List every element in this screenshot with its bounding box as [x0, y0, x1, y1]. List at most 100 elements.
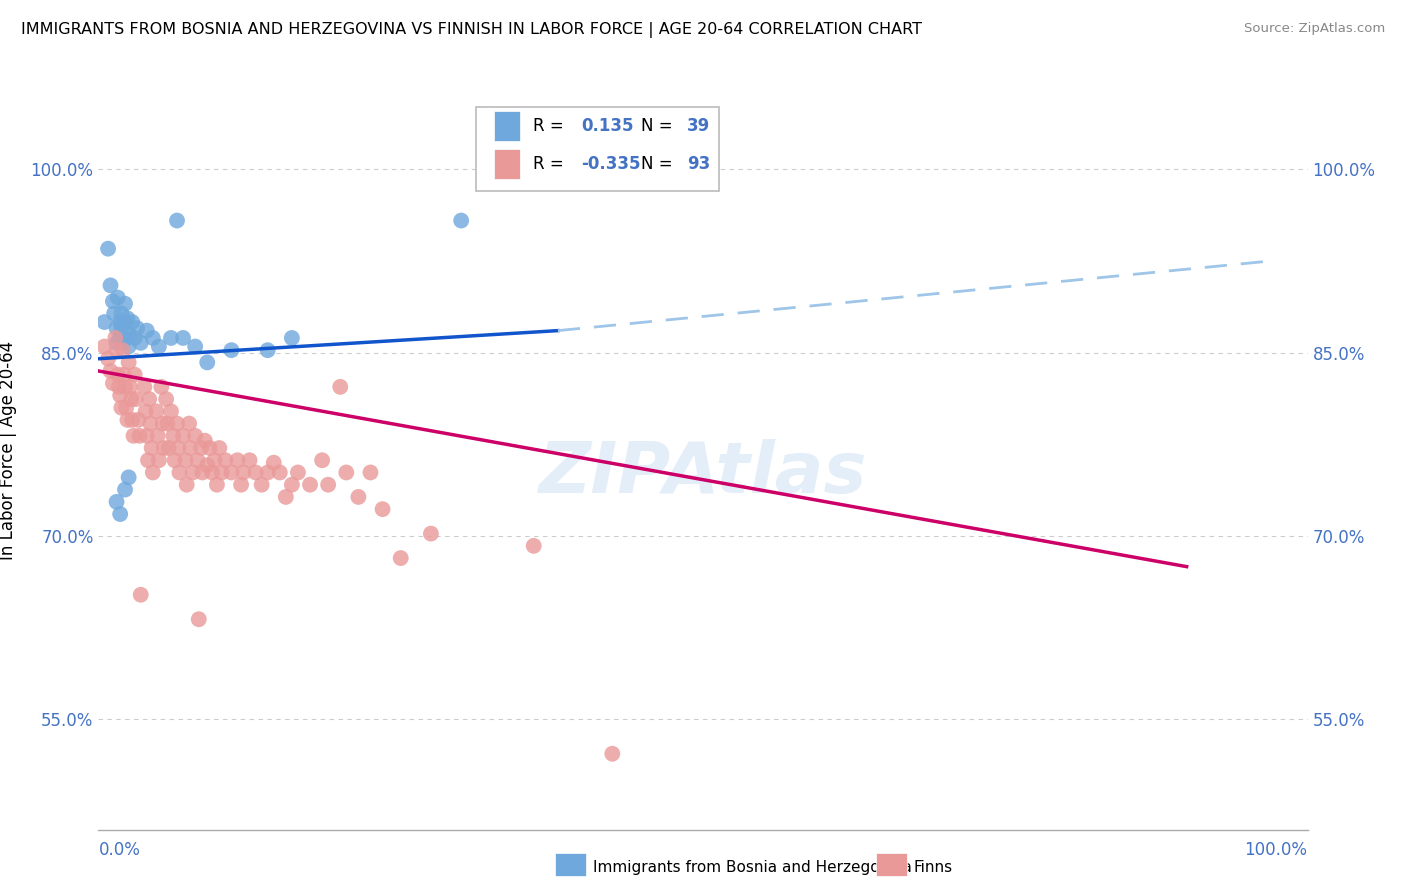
- Point: [114, 315, 136, 329]
- Point: [602, 747, 624, 761]
- Point: [166, 417, 188, 431]
- Point: [141, 441, 163, 455]
- Point: [112, 368, 135, 382]
- Point: [124, 331, 146, 345]
- Text: R =: R =: [533, 155, 568, 173]
- Point: [125, 392, 148, 406]
- Point: [108, 315, 131, 329]
- Point: [103, 306, 125, 320]
- FancyBboxPatch shape: [475, 107, 718, 191]
- Point: [162, 429, 184, 443]
- Point: [114, 331, 136, 345]
- Point: [371, 502, 394, 516]
- Point: [118, 339, 141, 353]
- Point: [118, 327, 141, 342]
- Point: [239, 453, 262, 467]
- Point: [110, 306, 132, 320]
- Point: [181, 466, 204, 480]
- Point: [139, 417, 162, 431]
- Point: [122, 429, 145, 443]
- Point: [281, 331, 304, 345]
- Point: [195, 458, 218, 472]
- Point: [117, 311, 139, 326]
- Point: [110, 401, 132, 415]
- Point: [114, 296, 136, 310]
- Point: [184, 429, 207, 443]
- Point: [204, 453, 226, 467]
- Point: [299, 477, 322, 491]
- Point: [347, 490, 370, 504]
- Point: [187, 453, 209, 467]
- Point: [205, 477, 228, 491]
- Point: [169, 466, 191, 480]
- Text: Immigrants from Bosnia and Herzegovina: Immigrants from Bosnia and Herzegovina: [593, 860, 912, 874]
- Point: [256, 343, 278, 358]
- Point: [108, 331, 131, 345]
- Point: [160, 404, 183, 418]
- Point: [93, 339, 115, 353]
- Point: [142, 466, 165, 480]
- Y-axis label: In Labor Force | Age 20-64: In Labor Force | Age 20-64: [0, 341, 17, 560]
- Point: [114, 380, 136, 394]
- Point: [148, 453, 170, 467]
- Text: N =: N =: [641, 155, 678, 173]
- Point: [101, 376, 124, 391]
- Point: [121, 315, 143, 329]
- Point: [105, 335, 128, 350]
- Point: [142, 331, 165, 345]
- Point: [450, 213, 472, 227]
- Point: [108, 380, 131, 394]
- Text: IMMIGRANTS FROM BOSNIA AND HERZEGOVINA VS FINNISH IN LABOR FORCE | AGE 20-64 COR: IMMIGRANTS FROM BOSNIA AND HERZEGOVINA V…: [21, 22, 922, 38]
- Point: [311, 453, 333, 467]
- Point: [274, 490, 297, 504]
- Point: [420, 526, 443, 541]
- Point: [329, 380, 352, 394]
- Point: [105, 495, 128, 509]
- Point: [221, 343, 243, 358]
- Point: [118, 355, 141, 369]
- Point: [152, 417, 174, 431]
- Point: [111, 335, 134, 350]
- Point: [250, 477, 273, 491]
- Point: [134, 380, 156, 394]
- Point: [105, 321, 128, 335]
- Point: [263, 456, 285, 470]
- Point: [97, 242, 120, 256]
- Point: [121, 413, 143, 427]
- Point: [138, 392, 160, 406]
- Text: 0.0%: 0.0%: [98, 840, 141, 859]
- Point: [195, 355, 218, 369]
- Point: [172, 429, 194, 443]
- Point: [208, 441, 231, 455]
- Point: [179, 417, 201, 431]
- Point: [191, 466, 214, 480]
- Point: [287, 466, 309, 480]
- Point: [118, 380, 141, 394]
- Point: [111, 343, 134, 358]
- Point: [221, 466, 243, 480]
- Point: [389, 551, 412, 566]
- Point: [101, 294, 124, 309]
- Point: [127, 413, 149, 427]
- Point: [523, 539, 546, 553]
- Point: [281, 477, 304, 491]
- Text: ZIPAtlas: ZIPAtlas: [538, 439, 868, 508]
- Point: [124, 368, 146, 382]
- Point: [104, 331, 127, 345]
- Point: [105, 343, 128, 358]
- Point: [179, 441, 201, 455]
- Point: [214, 453, 236, 467]
- Text: 0.135: 0.135: [581, 117, 633, 135]
- Point: [269, 466, 291, 480]
- Point: [120, 392, 142, 406]
- Text: -0.335: -0.335: [581, 155, 640, 173]
- Point: [107, 291, 129, 305]
- Point: [129, 588, 152, 602]
- Point: [172, 331, 194, 345]
- Point: [335, 466, 357, 480]
- Point: [160, 331, 183, 345]
- Bar: [494, 149, 520, 179]
- Point: [129, 335, 152, 350]
- Point: [198, 441, 221, 455]
- Point: [316, 477, 339, 491]
